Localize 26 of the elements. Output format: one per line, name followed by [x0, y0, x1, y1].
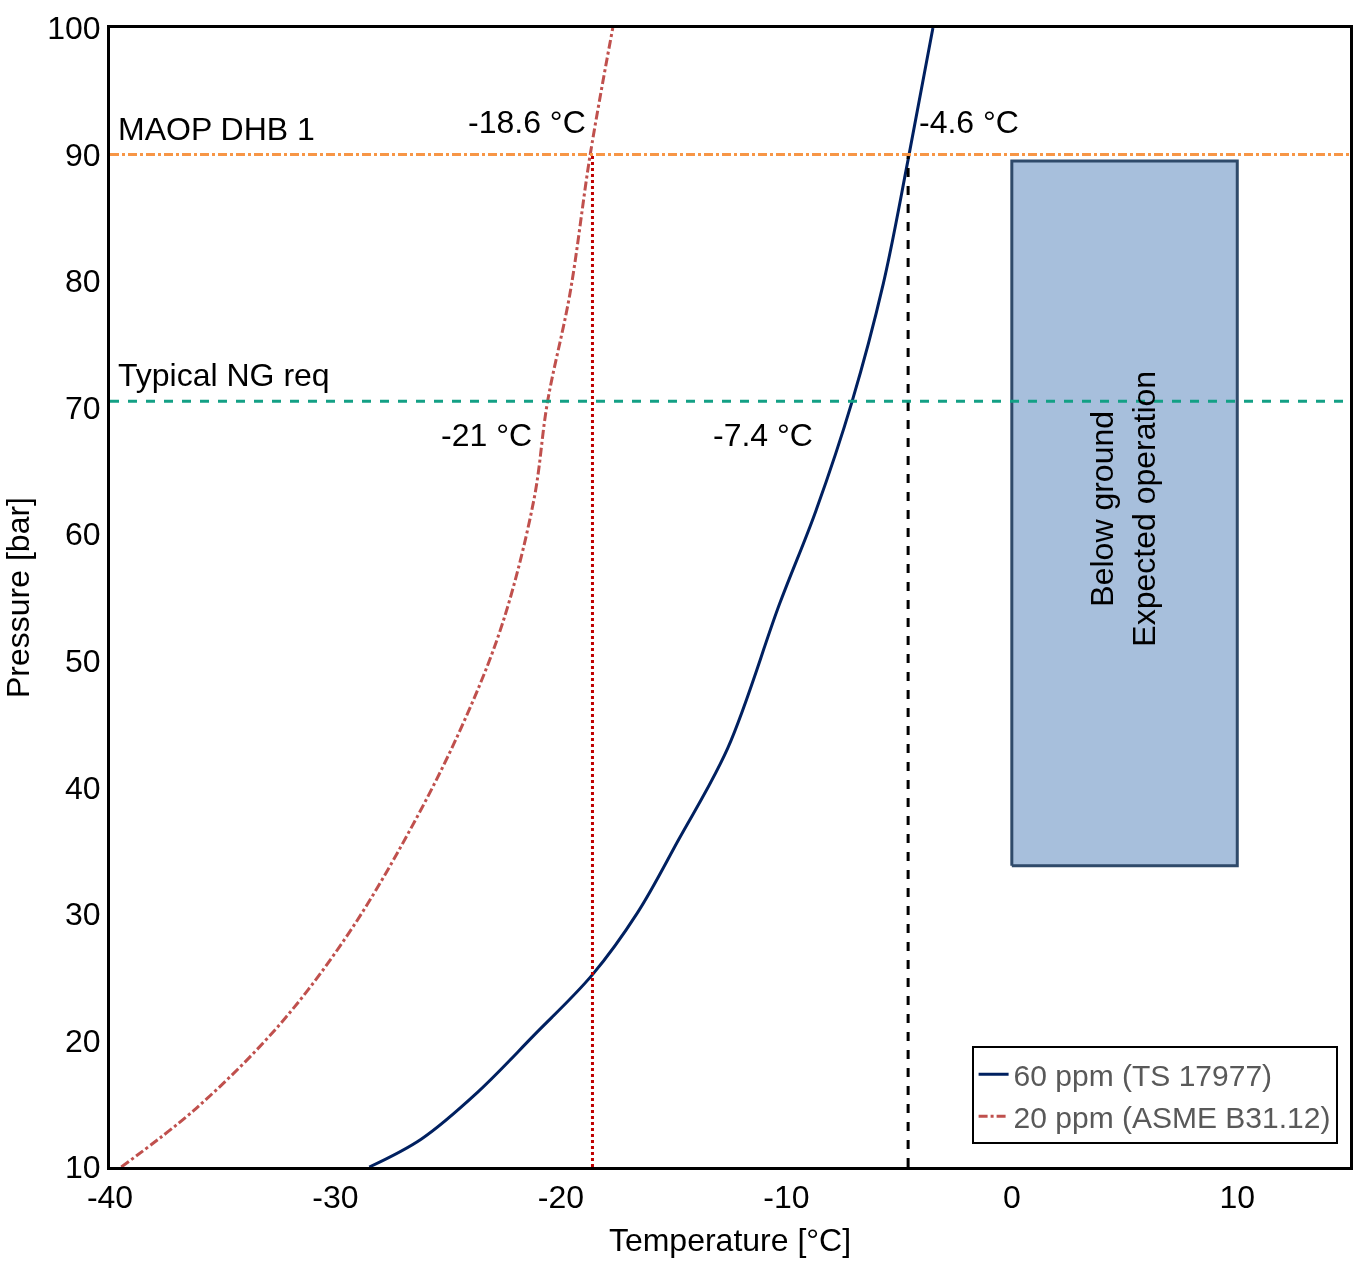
x-tick-label: 0: [1002, 1179, 1021, 1216]
line-series: [119, 28, 615, 1167]
ref-line-label: Typical NG req: [118, 357, 330, 393]
annotation: -18.6 °C: [468, 104, 586, 140]
x-tick-label: -30: [312, 1179, 359, 1216]
legend-label: 20 ppm (ASME B31.12): [1013, 1100, 1331, 1134]
annotation: -4.6 °C: [919, 104, 1019, 140]
y-tick-label: 30: [65, 896, 101, 933]
y-tick-label: 70: [65, 389, 101, 426]
y-tick-label: 90: [65, 136, 101, 173]
y-tick-label: 40: [65, 769, 101, 806]
legend-label: 60 ppm (TS 17977): [1013, 1058, 1273, 1092]
ref-line-label: MAOP DHB 1: [118, 111, 315, 147]
annotation: -7.4 °C: [713, 417, 813, 453]
y-tick-label: 50: [65, 642, 101, 679]
annotation: Below ground Expected operation: [1084, 370, 1162, 647]
y-tick-label: 100: [47, 10, 101, 47]
y-tick-label: 20: [65, 1022, 101, 1059]
y-tick-label: 60: [65, 516, 101, 553]
x-tick-label: -10: [763, 1179, 810, 1216]
y-tick-label: 80: [65, 263, 101, 300]
x-tick-label: 10: [1219, 1179, 1256, 1216]
y-axis-title: Pressure [bar]: [0, 497, 36, 698]
annotation: -21 °C: [441, 417, 533, 453]
x-tick-label: -20: [537, 1179, 585, 1216]
x-axis-title: Temperature [°C]: [608, 1222, 852, 1259]
